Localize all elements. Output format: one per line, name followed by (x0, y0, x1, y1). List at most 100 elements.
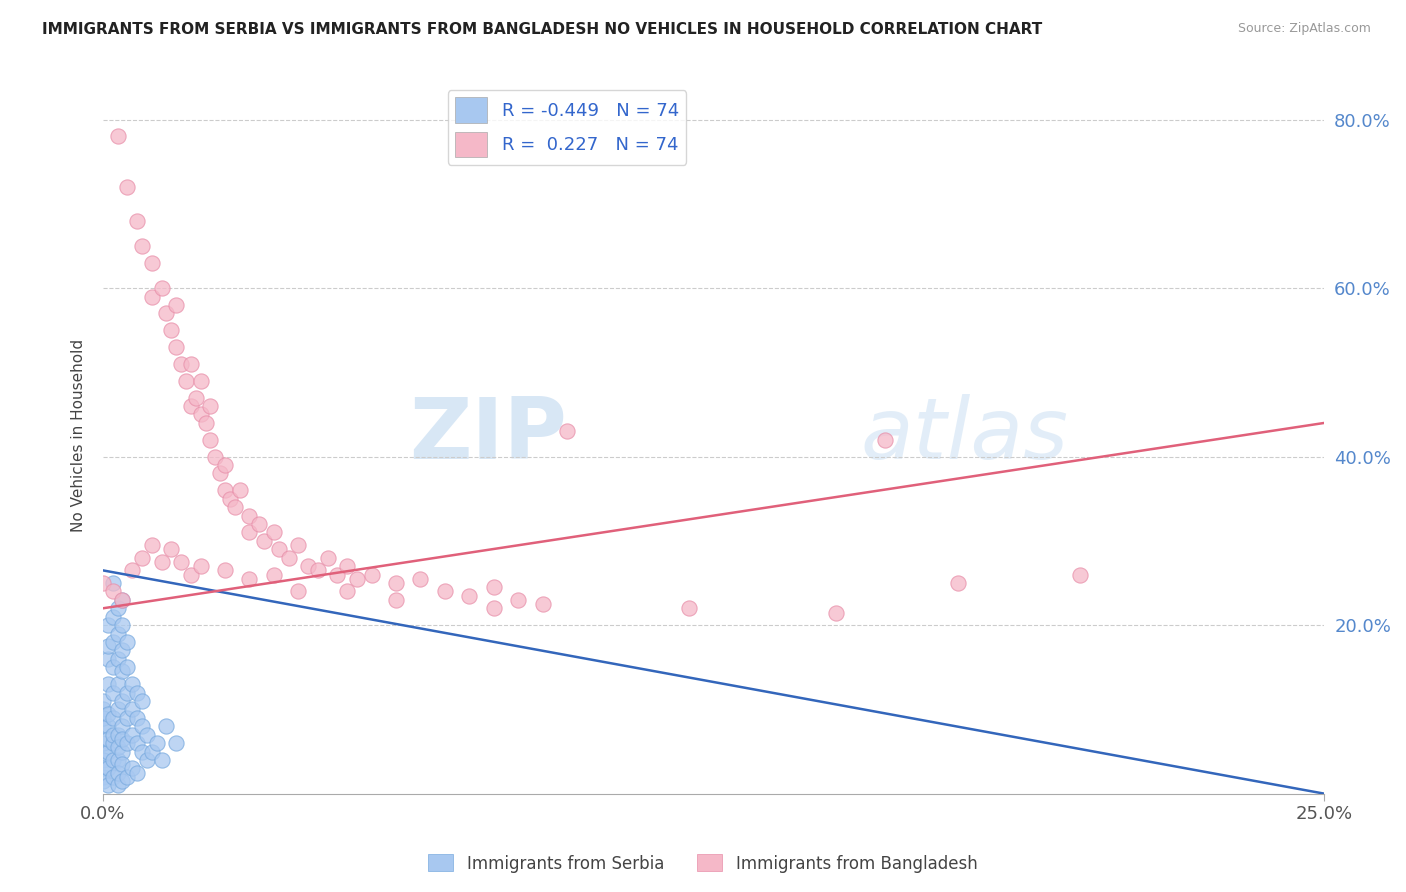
Point (97, 731, 120, 746)
Point (200, 433, 222, 447)
Text: ZIP: ZIP (409, 394, 567, 477)
Point (150, 753, 173, 767)
Point (101, 736, 124, 750)
Point (101, 609, 124, 624)
Point (141, 256, 163, 270)
Text: IMMIGRANTS FROM SERBIA VS IMMIGRANTS FROM BANGLADESH NO VEHICLES IN HOUSEHOLD CO: IMMIGRANTS FROM SERBIA VS IMMIGRANTS FRO… (42, 22, 1042, 37)
Point (150, 555, 173, 569)
Point (97, 677, 120, 691)
Point (111, 731, 134, 746)
Point (180, 399, 202, 413)
Point (97, 745, 120, 759)
Point (121, 702, 143, 716)
Point (165, 736, 187, 750)
Point (97, 778, 120, 792)
Point (101, 576, 124, 591)
Point (91, 576, 114, 591)
Point (165, 298, 187, 312)
Point (101, 753, 124, 767)
Point (316, 550, 339, 565)
Point (224, 500, 246, 515)
Point (253, 533, 276, 548)
Point (346, 572, 368, 586)
Point (117, 180, 139, 194)
Point (117, 635, 139, 649)
Point (117, 770, 139, 784)
Point (238, 525, 260, 540)
Point (107, 740, 129, 755)
Point (107, 601, 129, 615)
Point (150, 281, 173, 295)
Text: Source: ZipAtlas.com: Source: ZipAtlas.com (1237, 22, 1371, 36)
Point (97, 652, 120, 666)
Y-axis label: No Vehicles in Household: No Vehicles in Household (72, 339, 86, 533)
Point (555, 425, 578, 439)
Point (219, 491, 242, 506)
Point (107, 753, 129, 767)
Point (107, 129, 129, 144)
Point (155, 719, 177, 733)
Point (101, 711, 124, 725)
Point (214, 458, 236, 472)
Point (91, 719, 114, 733)
Point (101, 685, 124, 699)
Point (97, 639, 120, 653)
Point (247, 516, 270, 531)
Point (91, 753, 114, 767)
Point (135, 753, 157, 767)
Point (824, 606, 846, 620)
Point (101, 770, 124, 784)
Point (228, 483, 250, 498)
Point (131, 745, 153, 759)
Point (111, 774, 134, 789)
Point (360, 567, 382, 582)
Point (107, 702, 129, 716)
Point (297, 559, 319, 574)
Point (107, 778, 129, 792)
Point (385, 592, 408, 607)
Point (174, 374, 197, 388)
Point (184, 391, 207, 405)
Point (263, 525, 285, 540)
Point (214, 563, 236, 577)
Point (678, 601, 700, 615)
Point (101, 635, 124, 649)
Point (131, 550, 153, 565)
Point (194, 416, 217, 430)
Point (121, 677, 143, 691)
Point (209, 467, 232, 481)
Point (117, 660, 139, 674)
Point (204, 450, 226, 464)
Point (91, 694, 114, 708)
Point (190, 374, 212, 388)
Point (263, 567, 285, 582)
Point (101, 584, 124, 599)
Point (946, 576, 969, 591)
Point (111, 665, 134, 679)
Point (97, 618, 120, 632)
Point (91, 745, 114, 759)
Point (170, 357, 193, 371)
Point (117, 685, 139, 699)
Point (91, 711, 114, 725)
Point (91, 702, 114, 716)
Point (155, 306, 177, 320)
Point (287, 538, 309, 552)
Point (107, 626, 129, 640)
Point (458, 589, 481, 603)
Point (287, 584, 309, 599)
Point (190, 408, 212, 422)
Point (121, 563, 143, 577)
Point (101, 728, 124, 742)
Point (127, 711, 149, 725)
Legend: Immigrants from Serbia, Immigrants from Bangladesh: Immigrants from Serbia, Immigrants from … (422, 847, 984, 880)
Point (873, 433, 896, 447)
Point (91, 774, 114, 789)
Point (101, 660, 124, 674)
Legend: R = -0.449   N = 74, R =  0.227   N = 74: R = -0.449 N = 74, R = 0.227 N = 74 (447, 90, 686, 165)
Point (111, 592, 134, 607)
Point (277, 550, 299, 565)
Point (117, 711, 139, 725)
Point (91, 736, 114, 750)
Point (107, 765, 129, 780)
